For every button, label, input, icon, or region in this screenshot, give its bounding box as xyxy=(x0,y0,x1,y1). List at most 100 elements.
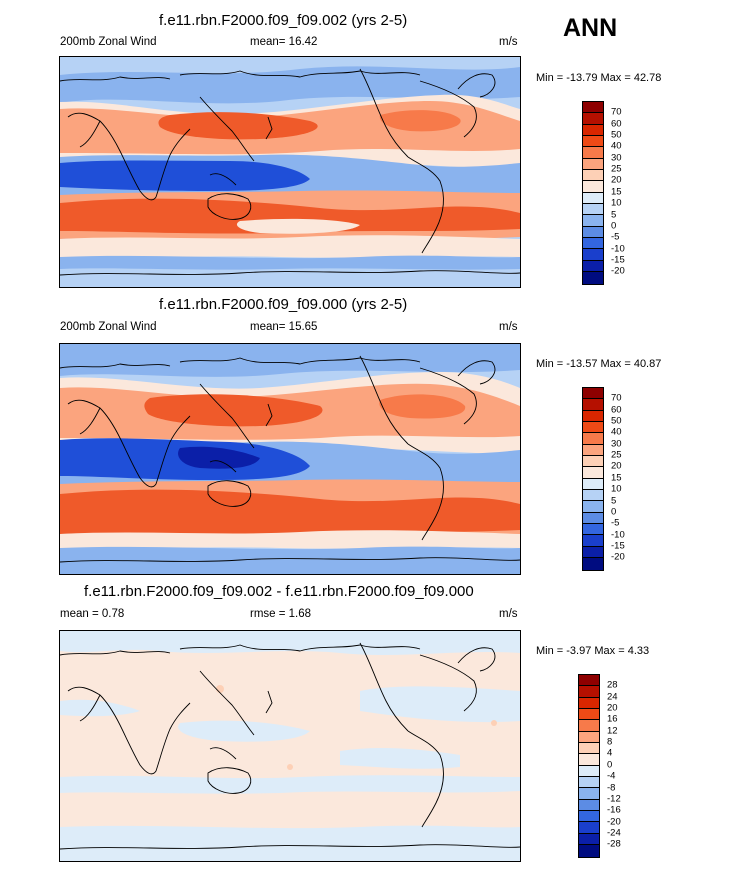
panel1-colorbar-box xyxy=(583,238,603,250)
panel1-colorbar-box xyxy=(583,170,603,182)
panel1-colorbar-box xyxy=(583,260,603,273)
panel2-colorbar xyxy=(582,387,604,571)
panel1-colorbar-tick-label: -15 xyxy=(611,254,625,266)
panel2-colorbar-box xyxy=(583,478,603,491)
panel2-mean: mean= 15.65 xyxy=(250,321,318,333)
panel2-variable-label: 200mb Zonal Wind xyxy=(60,321,157,333)
panel1-title: f.e11.rbn.F2000.f09_f09.002 (yrs 2-5) xyxy=(159,12,408,29)
panel2-colorbar-box xyxy=(583,558,603,570)
panel1-colorbar-tick-label: 30 xyxy=(611,152,622,164)
panel1-colorbar-tick-label: 20 xyxy=(611,174,622,186)
panel3-colorbar-tick-label: -24 xyxy=(607,827,621,839)
panel3-colorbar-tick-label: -16 xyxy=(607,804,621,816)
panel3-colorbar-tick-label: 12 xyxy=(607,725,618,737)
panel2-colorbar-box xyxy=(583,524,603,536)
panel3-colorbar-box xyxy=(579,765,599,778)
panel1-colorbar-tick-label: 50 xyxy=(611,129,622,141)
panel1-colorbar-box xyxy=(583,113,603,125)
panel1-map xyxy=(59,56,521,288)
panel2-colorbar-tick-label: 25 xyxy=(611,449,622,461)
panel2-colorbar-tick-label: 30 xyxy=(611,438,622,450)
panel3-colorbar-tick-label: 16 xyxy=(607,713,618,725)
panel1-colorbar xyxy=(582,101,604,285)
panel1-colorbar-box xyxy=(583,272,603,284)
panel3-colorbar-box xyxy=(579,822,599,834)
panel2-colorbar-box xyxy=(583,388,603,400)
panel3-colorbar-tick-label: 20 xyxy=(607,702,618,714)
panel2-colorbar-tick-label: -10 xyxy=(611,529,625,541)
panel1-colorbar-tick-label: 5 xyxy=(611,209,617,220)
panel2-colorbar-box xyxy=(583,433,603,445)
panel1-colorbar-box xyxy=(583,136,603,148)
panel3-colorbar-tick-label: -4 xyxy=(607,770,616,782)
panel1-colorbar-box xyxy=(583,249,603,261)
panel2-colorbar-box xyxy=(583,546,603,559)
panel3-contour-plot xyxy=(60,631,520,861)
panel1-colorbar-box xyxy=(583,147,603,159)
panel1-colorbar-tick-label: 0 xyxy=(611,220,617,232)
panel3-minmax: Min = -3.97 Max = 4.33 xyxy=(536,645,650,657)
panel3-colorbar-box xyxy=(579,799,599,812)
panel2-colorbar-box xyxy=(583,490,603,502)
panel1-variable-label: 200mb Zonal Wind xyxy=(60,36,157,48)
panel3-colorbar-tick-label: 4 xyxy=(607,747,613,759)
panel3-rmse: rmse = 1.68 xyxy=(250,608,312,620)
panel2-colorbar-box xyxy=(583,444,603,457)
panel1-colorbar-tick-label: 60 xyxy=(611,118,622,130)
panel2-colorbar-tick-label: 15 xyxy=(611,472,622,484)
panel1-colorbar-box xyxy=(583,158,603,171)
panel3-colorbar-tick-label: 8 xyxy=(607,736,613,748)
panel1-colorbar-tick-label: 40 xyxy=(611,140,622,152)
panel3-colorbar-tick-label: -28 xyxy=(607,838,621,850)
panel3-colorbar-box xyxy=(579,675,599,687)
panel2-colorbar-tick-label: 20 xyxy=(611,460,622,472)
panel1-units: m/s xyxy=(499,36,518,48)
panel2-colorbar-tick-label: -20 xyxy=(611,551,625,563)
panel2-minmax: Min = -13.57 Max = 40.87 xyxy=(536,358,662,370)
panel3-map xyxy=(59,630,521,862)
panel2-colorbar-box xyxy=(583,512,603,525)
panel1-colorbar-tick-label: -20 xyxy=(611,265,625,277)
panel2-colorbar-box xyxy=(583,501,603,513)
panel3-colorbar-box xyxy=(579,754,599,766)
panel3-colorbar-box xyxy=(579,833,599,846)
panel1-minmax: Min = -13.79 Max = 42.78 xyxy=(536,72,662,84)
panel1-colorbar-box xyxy=(583,204,603,216)
panel1-colorbar-box xyxy=(583,226,603,239)
panel3-colorbar-box xyxy=(579,743,599,755)
panel2-colorbar-box xyxy=(583,467,603,479)
panel3-mean: mean = 0.78 xyxy=(60,608,125,620)
panel1-contour-plot xyxy=(60,57,520,287)
panel3-colorbar xyxy=(578,674,600,858)
panel2-colorbar-box xyxy=(583,456,603,468)
panel3-title: f.e11.rbn.F2000.f09_f09.002 - f.e11.rbn.… xyxy=(84,583,474,600)
panel2-units: m/s xyxy=(499,321,518,333)
panel3-colorbar-tick-label: -8 xyxy=(607,782,616,793)
panel1-colorbar-tick-label: 25 xyxy=(611,163,622,175)
panel3-colorbar-box xyxy=(579,697,599,710)
panel3-colorbar-tick-label: 28 xyxy=(607,679,618,691)
panel3-colorbar-box xyxy=(579,788,599,800)
panel2-colorbar-tick-label: 5 xyxy=(611,495,617,506)
panel1-colorbar-tick-label: -5 xyxy=(611,231,620,243)
panel1-colorbar-tick-label: 10 xyxy=(611,197,622,209)
panel2-title: f.e11.rbn.F2000.f09_f09.000 (yrs 2-5) xyxy=(159,296,408,313)
panel3-colorbar-box xyxy=(579,731,599,744)
panel3-colorbar-box xyxy=(579,720,599,732)
panel2-colorbar-tick-label: 0 xyxy=(611,506,617,518)
panel2-colorbar-tick-label: -15 xyxy=(611,540,625,552)
panel2-colorbar-box xyxy=(583,410,603,423)
panel2-colorbar-tick-label: -5 xyxy=(611,517,620,529)
panel2-colorbar-box xyxy=(583,399,603,411)
panel3-colorbar-box xyxy=(579,777,599,789)
panel1-colorbar-box xyxy=(583,181,603,193)
panel1-colorbar-box xyxy=(583,102,603,114)
season-label: ANN xyxy=(563,14,618,42)
panel1-colorbar-box xyxy=(583,124,603,137)
panel3-colorbar-tick-label: -12 xyxy=(607,793,621,805)
panel3-colorbar-tick-label: 0 xyxy=(607,759,613,771)
panel1-mean: mean= 16.42 xyxy=(250,36,318,48)
panel3-colorbar-box xyxy=(579,686,599,698)
panel1-colorbar-tick-label: 15 xyxy=(611,186,622,198)
panel3-colorbar-tick-label: -20 xyxy=(607,816,621,828)
